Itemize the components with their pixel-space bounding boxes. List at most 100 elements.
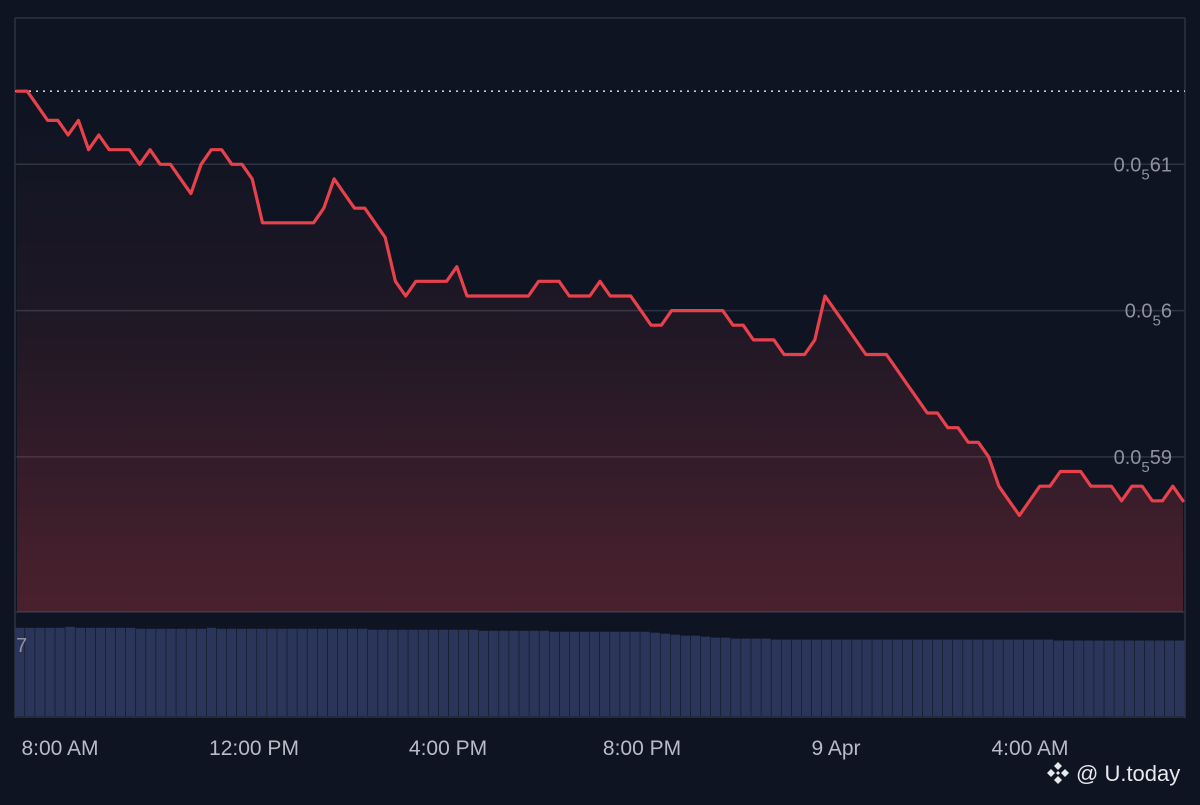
volume-bar <box>398 629 408 716</box>
price-area-fill <box>17 91 1183 612</box>
volume-bar <box>1134 640 1145 716</box>
volume-bar <box>378 629 388 716</box>
volume-label-layer: 7 <box>16 635 27 657</box>
volume-bar <box>1174 640 1185 716</box>
volume-bar <box>307 628 317 716</box>
volume-bar <box>267 628 277 716</box>
x-axis-labels: 8:00 AM 12:00 PM 4:00 PM 8:00 PM 9 Apr 4:00 A… <box>21 737 1068 760</box>
volume-bar <box>15 627 25 716</box>
volume-bar <box>438 629 449 716</box>
volume-bar <box>882 639 892 716</box>
x-tick-label-3: 8:00 PM <box>603 737 681 760</box>
x-tick-label-0: 8:00 AM <box>21 737 98 760</box>
volume-bar <box>983 639 993 716</box>
volume-bars <box>15 626 1185 716</box>
volume-bar <box>478 630 489 716</box>
volume-bar <box>186 628 196 716</box>
volume-bar <box>55 627 65 716</box>
volume-bar <box>327 628 338 716</box>
volume-bar <box>489 630 499 716</box>
volume-bar <box>388 629 398 716</box>
volume-bar <box>1164 640 1175 716</box>
volume-bar <box>973 639 983 716</box>
volume-bar <box>105 627 116 716</box>
volume-bar <box>1003 639 1013 716</box>
x-tick-label-5: 4:00 AM <box>991 737 1068 760</box>
volume-bar <box>408 629 418 716</box>
volume-bar <box>791 639 802 716</box>
volume-bar <box>680 635 691 716</box>
volume-bar <box>902 639 913 716</box>
volume-bar <box>993 639 1003 716</box>
volume-bar <box>509 630 519 716</box>
volume-bar <box>65 626 75 716</box>
volume-bar <box>246 628 257 716</box>
price-area <box>17 91 1183 612</box>
volume-bar <box>610 631 620 716</box>
volume-bar <box>1094 640 1104 716</box>
volume-bar <box>811 639 822 716</box>
volume-bar <box>75 627 86 716</box>
volume-bar <box>1144 640 1155 716</box>
price-line <box>15 89 1185 517</box>
volume-bar <box>731 638 741 716</box>
volume-bar <box>710 637 721 716</box>
volume-bar <box>549 631 560 716</box>
volume-bar <box>156 628 166 716</box>
volume-bar <box>821 639 832 716</box>
volume-bar <box>912 639 923 716</box>
volume-bar <box>337 628 348 716</box>
volume-bar <box>166 628 176 716</box>
volume-bar <box>872 639 882 716</box>
volume-bar <box>640 631 650 716</box>
volume-bar <box>942 639 953 716</box>
volume-bar <box>45 627 55 716</box>
volume-bar <box>1114 640 1124 716</box>
volume-bar <box>620 631 630 716</box>
volume-bar <box>1053 640 1064 716</box>
volume-bar <box>35 627 45 716</box>
volume-bar <box>1023 639 1034 716</box>
volume-bar <box>428 629 439 716</box>
volume-bar <box>1124 640 1134 716</box>
volume-bar <box>801 639 812 716</box>
volume-bar <box>136 628 146 716</box>
volume-bar <box>630 631 640 716</box>
volume-bar <box>257 628 267 716</box>
volume-bar <box>206 627 217 716</box>
volume-bar <box>862 639 872 716</box>
volume-bar <box>953 639 963 716</box>
volume-bar <box>1074 640 1084 716</box>
binance-diamond-icon <box>1047 762 1069 784</box>
volume-bar <box>539 630 549 716</box>
volume-bar <box>751 638 761 716</box>
y-tick-label-2: 0.0559 <box>1114 447 1172 476</box>
volume-bar <box>569 631 580 716</box>
volume-bar <box>892 639 902 716</box>
volume-bar <box>499 630 509 716</box>
watermark: @ U.today <box>1047 761 1180 786</box>
volume-bar <box>963 639 973 716</box>
y-axis-labels: 0.0561 0.056 0.0559 <box>1114 154 1172 476</box>
volume-bar <box>1154 640 1165 716</box>
volume-bar <box>700 636 711 716</box>
y-tick-label-1: 0.056 <box>1125 301 1172 330</box>
volume-bar <box>1013 639 1024 716</box>
volume-bar <box>176 628 186 716</box>
volume-bar <box>448 629 459 716</box>
volume-bar <box>589 631 600 716</box>
volume-bar <box>852 639 862 716</box>
watermark-text: @ U.today <box>1076 761 1180 786</box>
volume-bar <box>721 637 731 716</box>
volume-bar <box>85 627 96 716</box>
volume-bar <box>418 629 428 716</box>
volume-bar <box>196 628 207 716</box>
volume-bar <box>579 631 590 716</box>
volume-bar <box>771 639 781 716</box>
volume-bar <box>559 631 570 716</box>
volume-bar <box>781 639 792 716</box>
volume-bar <box>277 628 287 716</box>
volume-bar <box>25 627 35 716</box>
volume-bar <box>1104 640 1114 716</box>
